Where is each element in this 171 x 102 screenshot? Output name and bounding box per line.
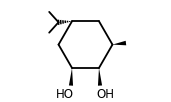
Polygon shape [113,41,126,45]
Text: HO: HO [56,88,74,101]
Polygon shape [69,68,73,86]
Polygon shape [98,68,102,86]
Text: OH: OH [97,88,115,101]
